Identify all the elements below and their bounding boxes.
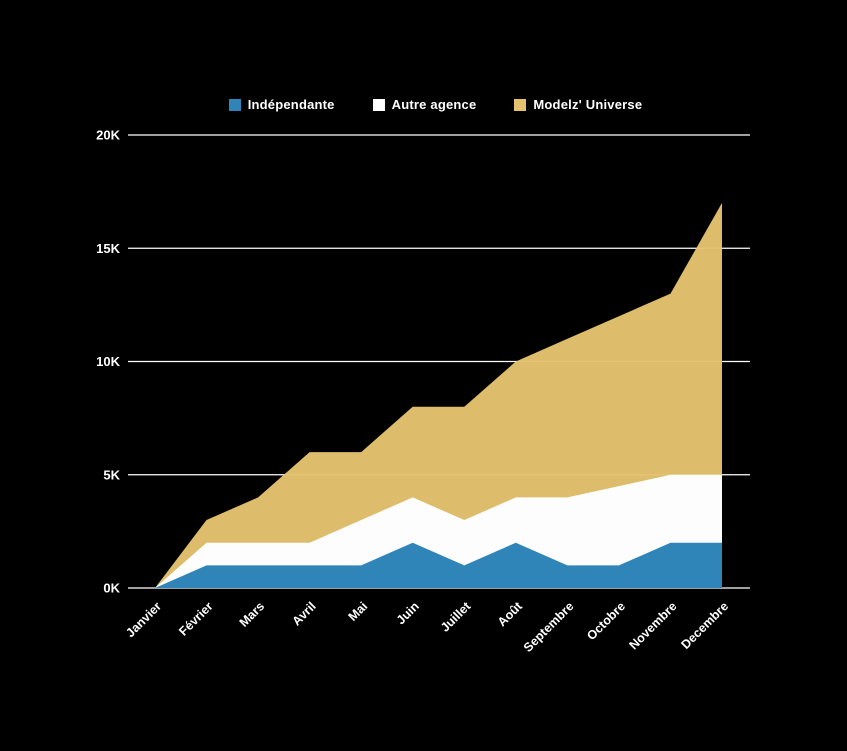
legend-item-independante[interactable]: Indépendante <box>228 97 335 112</box>
x-tick-label-6: Juillet <box>438 599 474 635</box>
legend-swatch-autre-agence <box>372 98 385 111</box>
chart-legend: Indépendante Autre agence Modelz' Univer… <box>0 97 847 112</box>
y-tick-label-15K: 15K <box>96 241 120 256</box>
x-tick-label-7: Août <box>495 599 526 630</box>
area-series-2 <box>155 202 722 588</box>
area-series-0 <box>155 542 722 588</box>
legend-label-independante: Indépendante <box>247 97 335 112</box>
x-tick-label-4: Mai <box>346 599 371 624</box>
x-tick-label-10: Novembre <box>626 599 679 652</box>
legend-swatch-independante <box>228 98 241 111</box>
legend-item-autre-agence[interactable]: Autre agence <box>372 97 477 112</box>
x-tick-label-1: Février <box>176 599 215 638</box>
x-tick-label-8: Septembre <box>521 599 577 655</box>
x-tick-label-9: Octobre <box>584 599 628 643</box>
y-tick-label-20K: 20K <box>96 128 120 143</box>
y-tick-label-0K: 0K <box>103 581 120 596</box>
x-tick-label-11: Decembre <box>678 599 731 652</box>
y-tick-label-10K: 10K <box>96 354 120 369</box>
x-tick-label-0: Janvier <box>123 599 164 640</box>
x-tick-label-3: Avril <box>290 599 319 628</box>
x-tick-label-5: Juin <box>394 599 422 627</box>
y-tick-label-5K: 5K <box>103 467 120 482</box>
legend-swatch-modelz-universe <box>514 98 527 111</box>
legend-item-modelz-universe[interactable]: Modelz' Universe <box>514 97 642 112</box>
area-series-1 <box>155 474 722 588</box>
legend-label-modelz-universe: Modelz' Universe <box>533 97 643 112</box>
x-tick-label-2: Mars <box>237 599 268 630</box>
legend-label-autre-agence: Autre agence <box>391 97 477 112</box>
